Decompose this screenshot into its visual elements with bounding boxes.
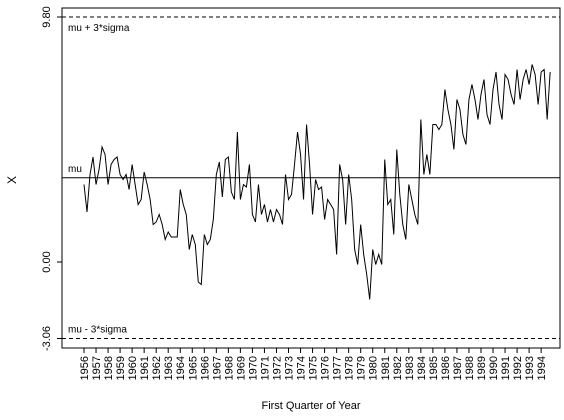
x-tick-label: 1984	[416, 356, 428, 380]
y-tick-label: 0.00	[41, 251, 53, 272]
x-axis-title: First Quarter of Year	[261, 400, 360, 412]
reference-label: mu - 3*sigma	[68, 325, 127, 336]
x-tick-label: 1994	[536, 356, 548, 380]
x-tick-label: 1958	[103, 356, 115, 380]
reference-label: mu + 3*sigma	[68, 23, 130, 34]
x-tick-label: 1965	[187, 356, 199, 380]
x-tick-label: 1969	[235, 356, 247, 380]
x-tick-label: 1978	[344, 356, 356, 380]
reference-label: mu	[68, 164, 82, 175]
x-tick-label: 1988	[464, 356, 476, 380]
x-tick-label: 1966	[199, 356, 211, 380]
x-tick-label: 1961	[139, 356, 151, 380]
x-tick-label: 1976	[320, 356, 332, 380]
x-tick-label: 1979	[356, 356, 368, 380]
x-tick-label: 1982	[392, 356, 404, 380]
x-tick-label: 1975	[308, 356, 320, 380]
x-tick-label: 1974	[296, 356, 308, 380]
y-tick-label: -3.06	[41, 326, 53, 351]
data-line	[83, 64, 551, 300]
x-tick-label: 1992	[512, 356, 524, 380]
x-tick-label: 1986	[440, 356, 452, 380]
x-tick-label: 1971	[259, 356, 271, 380]
x-tick-label: 1993	[524, 356, 536, 380]
x-tick-label: 1962	[151, 356, 163, 380]
x-tick-label: 1989	[476, 356, 488, 380]
x-tick-label: 1980	[368, 356, 380, 380]
y-tick-label: 9.80	[41, 6, 53, 27]
y-axis-title: X	[5, 176, 19, 184]
x-tick-label: 1987	[452, 356, 464, 380]
x-tick-label: 1956	[79, 356, 91, 380]
x-tick-label: 1960	[127, 356, 139, 380]
x-tick-label: 1991	[500, 356, 512, 380]
x-tick-label: 1957	[91, 356, 103, 380]
x-tick-label: 1973	[284, 356, 296, 380]
x-tick-label: 1985	[428, 356, 440, 380]
x-tick-label: 1963	[163, 356, 175, 380]
x-tick-label: 1972	[271, 356, 283, 380]
x-tick-label: 1981	[380, 356, 392, 380]
x-tick-label: 1964	[175, 356, 187, 380]
x-tick-label: 1970	[247, 356, 259, 380]
x-tick-label: 1967	[211, 356, 223, 380]
x-tick-label: 1990	[488, 356, 500, 380]
x-tick-label: 1983	[404, 356, 416, 380]
x-tick-label: 1959	[115, 356, 127, 380]
x-tick-label: 1968	[223, 356, 235, 380]
x-tick-label: 1977	[332, 356, 344, 380]
